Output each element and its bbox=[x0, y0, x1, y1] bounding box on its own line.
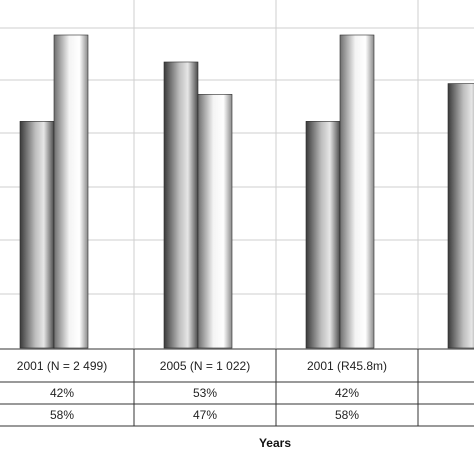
table-cell: 42% bbox=[50, 386, 74, 400]
table-cell: 58% bbox=[335, 408, 359, 422]
category-label: 2001 (N = 2 499) bbox=[17, 359, 107, 373]
table-cell: 58% bbox=[50, 408, 74, 422]
bar-series-1-cat-4 bbox=[447, 83, 474, 349]
table-cell: 47% bbox=[193, 408, 217, 422]
bars bbox=[19, 34, 474, 349]
bar-series-2-cat-1 bbox=[53, 34, 89, 349]
table-cell: 53% bbox=[193, 386, 217, 400]
x-axis-title: Years bbox=[259, 436, 291, 450]
bar-series-2-cat-2 bbox=[197, 94, 233, 349]
category-label: 2001 (R45.8m) bbox=[307, 359, 387, 373]
bar-series-1-cat-1 bbox=[19, 121, 55, 349]
bar-series-1-cat-3 bbox=[305, 121, 341, 349]
bar-series-1-cat-2 bbox=[163, 61, 199, 349]
category-label: 2005 (N = 1 022) bbox=[160, 359, 250, 373]
bar-series-2-cat-3 bbox=[339, 34, 375, 349]
data-table: 2001 (N = 2 499) 2005 (N = 1 022) 2001 (R4… bbox=[0, 348, 474, 427]
table-cell: 42% bbox=[335, 386, 359, 400]
